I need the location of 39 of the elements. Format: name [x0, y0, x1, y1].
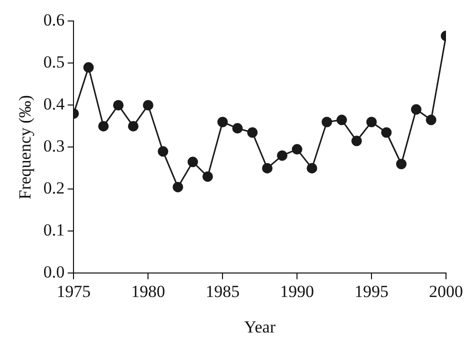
point: [113, 100, 124, 110]
x-tick-label: 1990: [280, 282, 314, 301]
point: [217, 116, 228, 128]
x-tick-label: 1975: [56, 282, 91, 301]
point: [426, 114, 436, 126]
point: [351, 136, 362, 146]
point: [396, 158, 407, 170]
point: [232, 123, 243, 134]
point: [410, 104, 422, 115]
point: [142, 100, 154, 110]
point: [276, 150, 288, 161]
point: [381, 127, 392, 138]
point: [172, 182, 184, 192]
point: [83, 62, 94, 73]
point: [336, 114, 347, 126]
x-tick-label: 2000: [429, 282, 463, 301]
point: [262, 162, 273, 174]
point: [128, 120, 138, 132]
x-tick-label: 1985: [206, 282, 240, 301]
y-tick-label: 0.1: [43, 220, 65, 240]
point: [247, 127, 258, 138]
point: [306, 162, 318, 174]
y-tick-label: 0.6: [43, 10, 65, 30]
y-tick-label: 0.4: [43, 94, 66, 114]
point: [322, 116, 332, 128]
x-tick-label: 1995: [354, 282, 389, 301]
point: [158, 146, 168, 157]
point: [98, 120, 109, 132]
x-tick-label: 1980: [131, 282, 166, 301]
point: [292, 144, 302, 155]
y-tick-label: 0.2: [43, 178, 65, 198]
point: [188, 156, 198, 168]
point: [202, 171, 213, 182]
y-tick-label: 0.5: [43, 52, 65, 72]
y-tick-label: 0.3: [43, 136, 65, 156]
y-axis-title: Frequency (‰): [16, 95, 35, 200]
y-tick-label: 0.0: [43, 262, 65, 282]
x-axis-title: Year: [244, 317, 276, 336]
point: [366, 116, 377, 128]
